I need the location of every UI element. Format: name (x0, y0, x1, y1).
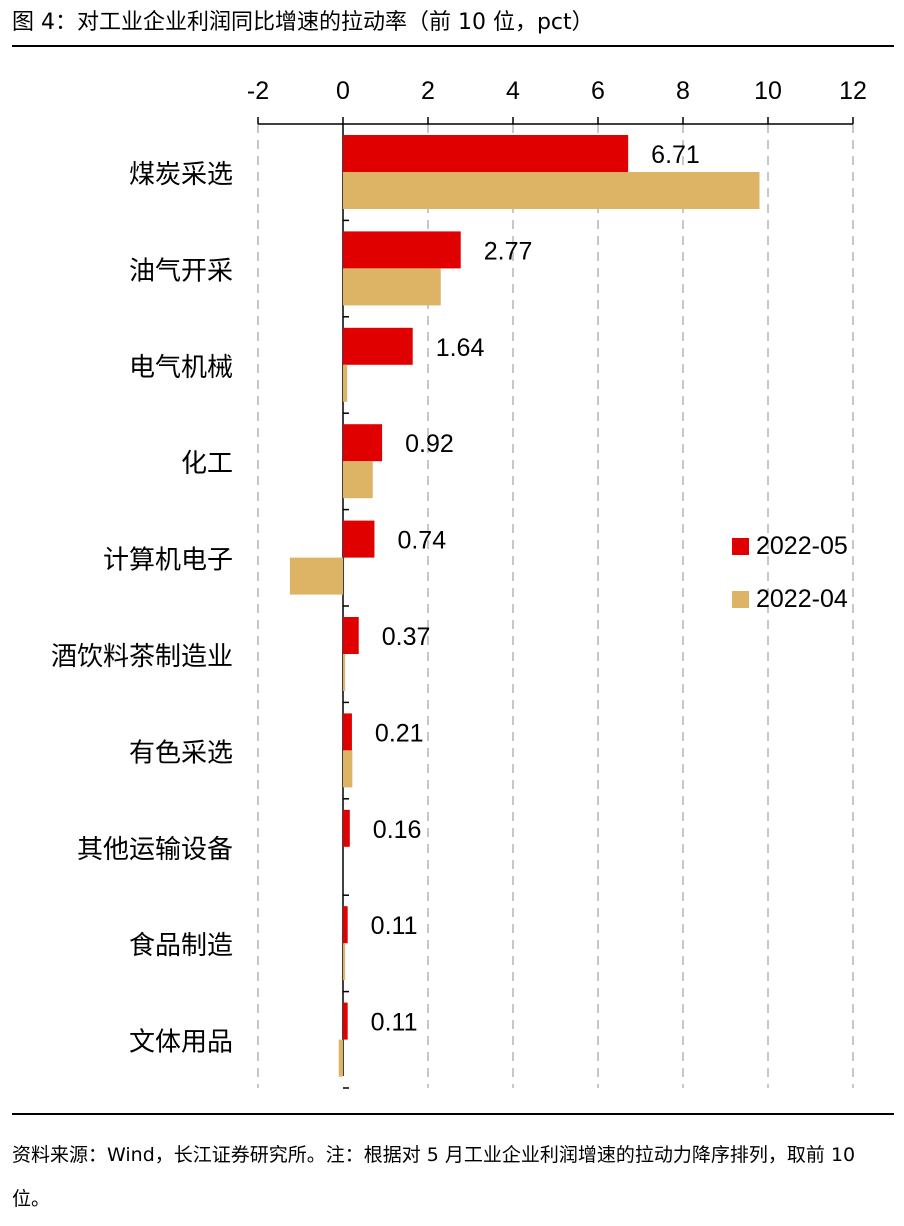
category-label: 食品制造 (129, 931, 233, 961)
x-tick-label: 6 (591, 77, 605, 105)
bar-2022-05 (343, 617, 359, 654)
legend-label: 2022-05 (756, 532, 848, 560)
bar-2022-04 (343, 750, 353, 788)
category-label: 煤炭采选 (129, 160, 233, 190)
category-label: 电气机械 (129, 353, 233, 383)
category-label: 酒饮料茶制造业 (51, 642, 233, 672)
x-tick-label: 2 (421, 77, 435, 105)
data-label: 0.11 (371, 912, 418, 940)
bar-2022-05 (343, 1002, 348, 1040)
data-label: 0.11 (371, 1009, 418, 1037)
category-label: 其他运输设备 (77, 835, 233, 865)
bar-2022-05 (343, 231, 461, 269)
title-rule (12, 45, 894, 47)
bar-2022-05 (343, 520, 375, 558)
bar-2022-04 (343, 654, 346, 691)
category-label: 油气开采 (129, 256, 233, 286)
source-note: 资料来源：Wind，长江证券研究所。注：根据对 5 月工业企业利润增速的拉动力降… (12, 1144, 856, 1210)
bar-2022-05 (343, 327, 413, 365)
bar-series: 6.71 2.77 1.64 0.92 0.74 0.37 0.21 0.16 0.11 0.11 (289, 135, 760, 1077)
x-tick-label: 12 (839, 77, 867, 105)
bar-2022-05 (343, 713, 352, 751)
bar-2022-04 (338, 1039, 343, 1077)
legend-swatch (732, 591, 749, 608)
category-label: 化工 (181, 449, 233, 479)
x-tick-label: 0 (336, 77, 350, 105)
x-axis: -2 0 2 4 6 8 10 12 (247, 77, 867, 1089)
data-label: 6.71 (651, 141, 700, 169)
bar-2022-04 (343, 943, 346, 981)
data-label: 0.21 (375, 719, 424, 747)
data-label: 0.16 (373, 816, 422, 844)
data-label: 1.64 (436, 334, 485, 362)
bar-2022-05 (343, 809, 350, 847)
bar-2022-05 (343, 906, 348, 944)
x-tick-label: 8 (676, 77, 690, 105)
data-label: 0.37 (382, 623, 431, 651)
x-tick-label: -2 (247, 77, 269, 105)
bar-2022-04 (343, 461, 373, 499)
x-tick-label: 4 (506, 77, 520, 105)
bar-2022-04 (289, 557, 343, 595)
data-label: 0.74 (397, 527, 446, 555)
category-labels: 煤炭采选油气开采电气机械化工计算机电子酒饮料茶制造业有色采选其他运输设备食品制造… (51, 160, 233, 1058)
bar-2022-04 (343, 268, 441, 306)
category-label: 文体用品 (129, 1028, 233, 1058)
bar-2022-05 (343, 135, 629, 172)
category-label: 计算机电子 (103, 546, 233, 576)
source-rule (12, 1113, 894, 1115)
legend-label: 2022-04 (756, 585, 848, 613)
figure-title: 图 4：对工业企业利润同比增速的拉动率（前 10 位，pct） (12, 10, 594, 35)
legend: 2022-05 2022-04 (732, 532, 848, 613)
bar-2022-04 (343, 172, 760, 209)
legend-swatch (732, 538, 749, 555)
data-label: 0.92 (405, 430, 454, 458)
data-label: 2.77 (484, 237, 533, 265)
category-label: 有色采选 (129, 738, 233, 768)
bar-2022-04 (343, 364, 348, 402)
bar-2022-05 (343, 424, 383, 462)
x-tick-label: 10 (754, 77, 782, 105)
